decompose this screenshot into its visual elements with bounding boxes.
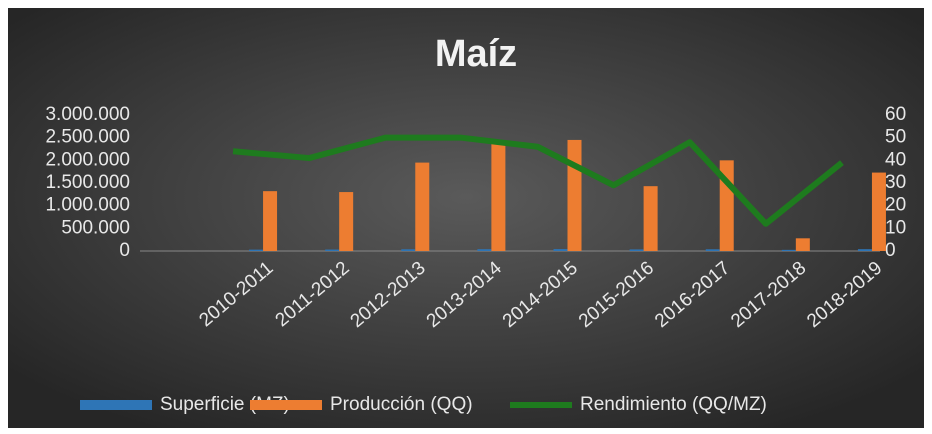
bar	[249, 249, 264, 251]
y2-tick-label: 20	[885, 195, 906, 216]
y-tick-label: 2.500.000	[45, 127, 130, 148]
y2-tick-label: 0	[885, 240, 896, 261]
bar	[629, 249, 644, 251]
y2-tick-label: 50	[885, 127, 906, 148]
bar	[477, 249, 492, 251]
legend-swatch	[80, 400, 152, 410]
bar	[325, 249, 340, 251]
legend-label: Producción (QQ)	[330, 394, 473, 415]
y2-tick-label: 40	[885, 149, 906, 170]
chart-title: Maíz	[435, 33, 517, 75]
legend-label: Rendimiento (QQ/MZ)	[580, 394, 767, 415]
bar	[795, 238, 810, 251]
bar	[401, 249, 416, 251]
y-tick-label: 0	[119, 240, 130, 261]
y-tick-label: 2.000.000	[45, 149, 130, 170]
bar	[415, 162, 430, 251]
bar	[857, 249, 872, 251]
bar	[871, 172, 886, 251]
line	[232, 134, 844, 227]
y2-tick-label: 60	[885, 104, 906, 125]
y-tick-label: 500.000	[61, 217, 130, 238]
bar	[491, 143, 506, 251]
bar	[781, 249, 796, 251]
y-tick-label: 1.000.000	[45, 195, 130, 216]
bar	[339, 192, 354, 251]
y2-tick-label: 30	[885, 172, 906, 193]
bar	[263, 191, 278, 251]
y2-tick-label: 10	[885, 217, 906, 238]
legend-swatch	[250, 400, 322, 410]
bar	[553, 249, 568, 251]
bar	[643, 186, 658, 251]
bar	[567, 139, 582, 251]
y-tick-label: 3.000.000	[45, 104, 130, 125]
y-tick-label: 1.500.000	[45, 172, 130, 193]
bar	[705, 249, 720, 251]
